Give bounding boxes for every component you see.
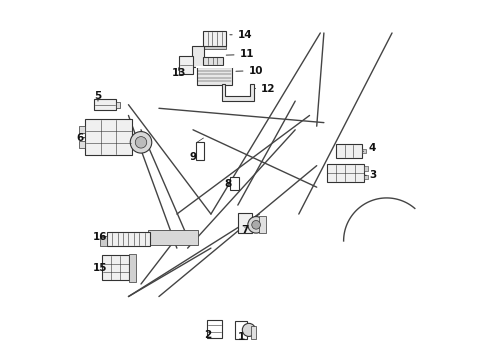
Circle shape: [243, 323, 255, 337]
Bar: [203, 57, 222, 65]
Text: 12: 12: [255, 84, 275, 94]
Bar: [230, 177, 239, 190]
Bar: [364, 166, 368, 171]
Bar: [203, 31, 226, 46]
Bar: [238, 213, 252, 233]
Bar: [363, 149, 366, 153]
Text: 4: 4: [364, 143, 376, 153]
Text: 2: 2: [204, 330, 211, 340]
Text: 5: 5: [95, 91, 101, 102]
Text: 13: 13: [172, 68, 186, 78]
Text: 14: 14: [230, 30, 252, 40]
Bar: [116, 102, 120, 108]
Circle shape: [248, 217, 265, 233]
Text: 11: 11: [226, 49, 254, 59]
Text: 8: 8: [224, 179, 231, 189]
Bar: [251, 327, 256, 338]
Text: 7: 7: [241, 225, 249, 235]
Circle shape: [252, 220, 261, 229]
Bar: [102, 255, 129, 280]
Bar: [196, 67, 232, 85]
Bar: [85, 119, 132, 155]
Bar: [100, 237, 107, 246]
Bar: [95, 99, 116, 111]
Bar: [79, 126, 85, 134]
Bar: [179, 56, 193, 74]
Circle shape: [135, 136, 147, 148]
Text: 3: 3: [365, 170, 376, 180]
Bar: [236, 321, 247, 338]
Bar: [129, 253, 136, 282]
Bar: [326, 164, 364, 182]
Bar: [196, 142, 204, 160]
Bar: [207, 320, 221, 338]
Text: 1: 1: [238, 332, 245, 342]
Polygon shape: [221, 84, 254, 101]
Bar: [192, 46, 204, 67]
Bar: [204, 46, 226, 49]
Text: 10: 10: [236, 66, 263, 76]
Bar: [79, 140, 85, 148]
Bar: [259, 216, 267, 233]
Bar: [364, 175, 368, 179]
Text: 6: 6: [76, 133, 85, 143]
Text: 15: 15: [93, 262, 107, 273]
Text: 16: 16: [93, 232, 107, 242]
Text: 9: 9: [190, 152, 196, 162]
Bar: [336, 144, 363, 158]
Bar: [107, 232, 150, 246]
Bar: [148, 230, 198, 244]
Circle shape: [130, 132, 152, 153]
